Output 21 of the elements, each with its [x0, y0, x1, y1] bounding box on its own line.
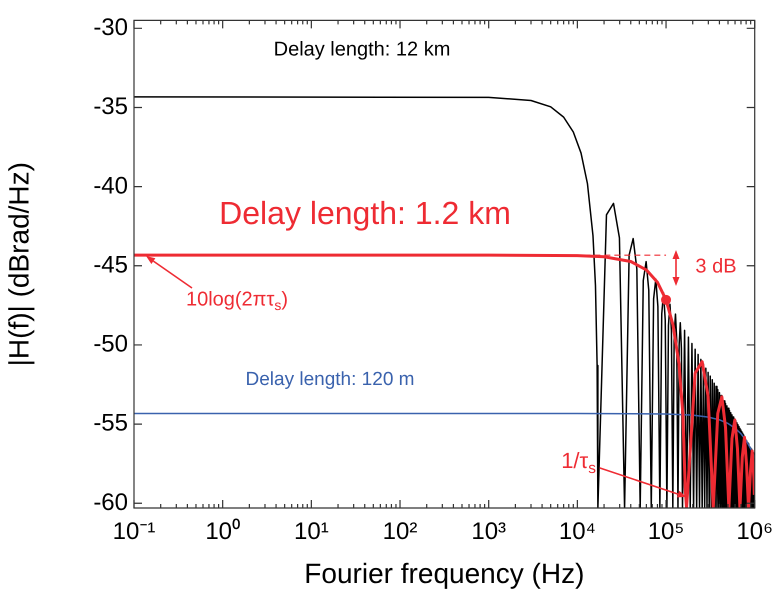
- y-tick-label: -35: [93, 93, 128, 120]
- x-tick-label: 10¹: [294, 518, 329, 546]
- y-tick-label: -40: [93, 172, 128, 200]
- series-label: Delay length: 12 km: [274, 38, 450, 61]
- x-tick-label: 10⁶: [736, 518, 773, 546]
- x-tick-label: 10⁴: [558, 518, 596, 546]
- series-label: Delay length: 1.2 km: [219, 194, 511, 231]
- x-tick-label: 10⁵: [648, 518, 684, 546]
- x-tick-label: 10⁻¹: [112, 518, 156, 546]
- y-tick-label: -45: [93, 251, 128, 278]
- x-axis-title: Fourier frequency (Hz): [304, 558, 584, 589]
- annotation: 3 dB: [695, 256, 737, 278]
- y-axis-title: |H(f)| (dBrad/Hz): [4, 162, 35, 366]
- x-tick-label: 10³: [471, 518, 506, 546]
- x-tick-label: 10⁰: [205, 518, 240, 546]
- x-tick-label: 10²: [382, 518, 418, 546]
- y-tick-label: -55: [93, 410, 128, 437]
- y-tick-label: -60: [93, 488, 128, 516]
- y-tick-label: -50: [93, 330, 128, 358]
- series-label: Delay length: 120 m: [246, 369, 415, 390]
- y-tick-label: -30: [93, 14, 128, 41]
